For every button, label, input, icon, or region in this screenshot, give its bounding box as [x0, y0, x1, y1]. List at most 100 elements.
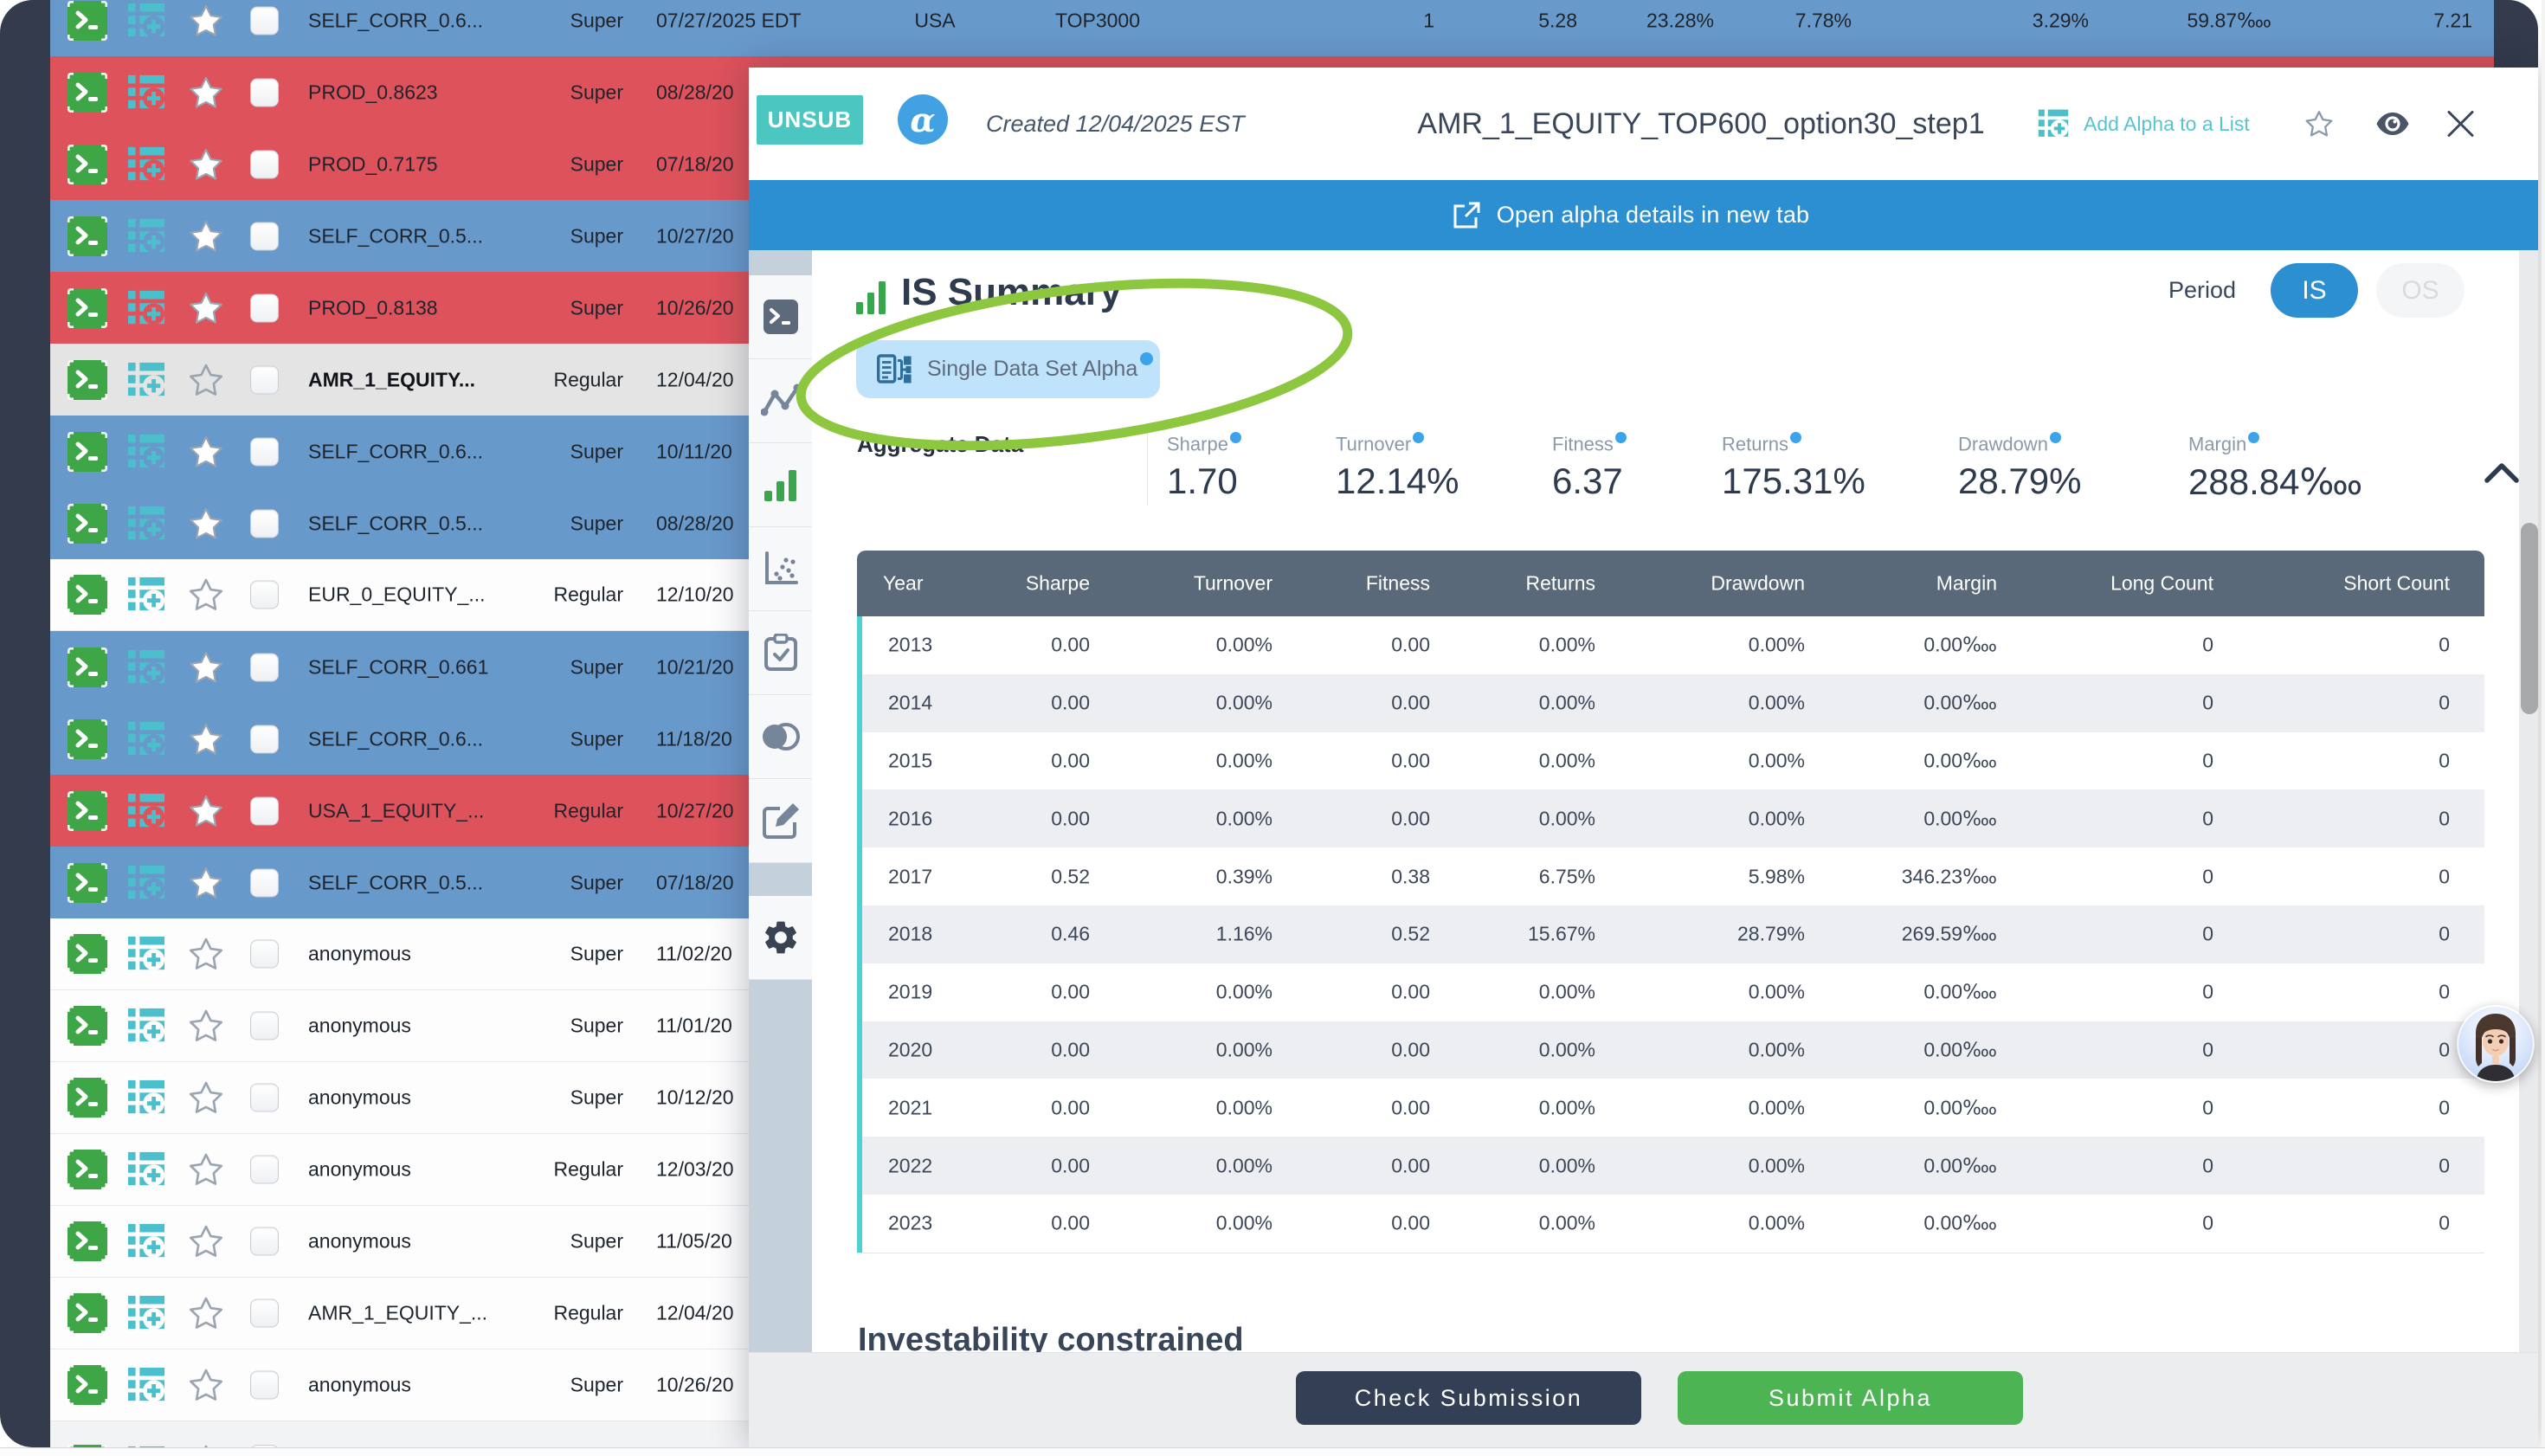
submit-alpha-button[interactable]: Submit Alpha [1678, 1371, 2023, 1425]
sidebar-item-performance[interactable] [749, 359, 812, 443]
add-to-list-icon[interactable] [127, 217, 165, 255]
run-terminal-icon[interactable] [68, 1293, 107, 1333]
star-icon[interactable] [189, 1009, 223, 1042]
assistant-avatar[interactable] [2457, 1005, 2535, 1083]
sidebar-item-settings[interactable] [749, 896, 812, 980]
star-icon[interactable] [189, 723, 223, 756]
run-terminal-icon[interactable] [68, 72, 107, 113]
row-checkbox[interactable] [250, 1298, 279, 1328]
sidebar-item-code[interactable] [749, 275, 812, 359]
add-to-list-icon[interactable] [127, 1079, 165, 1117]
alpha-row[interactable]: SELF_CORR_0.6... Super 07/27/2025 EDT US… [50, 0, 2494, 56]
year-table-row[interactable]: 2014 0.00 0.00% 0.00 0.00% 0.00% 0.00‱ 0… [857, 673, 2484, 732]
row-checkbox[interactable] [250, 580, 279, 609]
check-submission-button[interactable]: Check Submission [1296, 1371, 1641, 1425]
star-icon[interactable] [189, 435, 223, 468]
add-to-list-icon[interactable] [127, 1222, 165, 1260]
classification-chip[interactable]: Single Data Set Alpha [856, 340, 1160, 398]
sidebar-item-scatter[interactable] [749, 527, 812, 611]
run-terminal-icon[interactable] [68, 287, 107, 328]
star-icon[interactable] [189, 1081, 223, 1114]
row-checkbox[interactable] [250, 150, 279, 178]
add-to-list-icon[interactable] [127, 1366, 165, 1404]
year-table-row[interactable]: 2023 0.00 0.00% 0.00 0.00% 0.00% 0.00‱ 0… [857, 1194, 2484, 1253]
row-checkbox[interactable] [250, 78, 279, 106]
run-terminal-icon[interactable] [68, 503, 107, 544]
run-terminal-icon[interactable] [68, 0, 107, 41]
add-to-list-icon[interactable] [127, 433, 165, 471]
run-terminal-icon[interactable] [68, 144, 107, 184]
add-to-list-icon[interactable] [127, 864, 165, 902]
close-icon[interactable] [2447, 111, 2474, 138]
row-checkbox[interactable] [250, 222, 279, 250]
row-checkbox[interactable] [250, 939, 279, 969]
add-to-list-icon[interactable] [127, 1150, 165, 1189]
period-tab-os[interactable]: OS [2376, 263, 2464, 318]
row-checkbox[interactable] [250, 653, 279, 681]
add-alpha-to-list-button[interactable]: Add Alpha to a List [2038, 68, 2250, 180]
star-icon[interactable] [189, 76, 223, 109]
add-to-list-icon[interactable] [127, 792, 165, 830]
star-icon[interactable] [189, 364, 223, 396]
add-to-list-icon[interactable] [127, 361, 165, 399]
add-to-list-icon[interactable] [127, 2, 165, 40]
row-checkbox[interactable] [250, 437, 279, 466]
row-checkbox[interactable] [250, 868, 279, 897]
row-checkbox[interactable] [250, 293, 279, 322]
year-table-row[interactable]: 2015 0.00 0.00% 0.00 0.00% 0.00% 0.00‱ 0… [857, 731, 2484, 790]
modal-scrollbar-thumb[interactable] [2521, 523, 2538, 714]
open-details-banner[interactable]: Open alpha details in new tab [749, 180, 2538, 250]
star-icon[interactable] [189, 220, 223, 253]
row-checkbox[interactable] [250, 1370, 279, 1400]
run-terminal-icon[interactable] [68, 575, 107, 615]
run-terminal-icon[interactable] [68, 1150, 107, 1189]
row-checkbox[interactable] [250, 1227, 279, 1256]
run-terminal-icon[interactable] [68, 647, 107, 687]
run-terminal-icon[interactable] [68, 1221, 107, 1261]
modal-scrollbar-track[interactable] [2519, 250, 2538, 1447]
sidebar-item-compare[interactable] [749, 695, 812, 779]
year-table-row[interactable]: 2020 0.00 0.00% 0.00 0.00% 0.00% 0.00‱ 0… [857, 1021, 2484, 1079]
star-icon[interactable] [189, 937, 223, 970]
star-icon[interactable] [189, 1297, 223, 1330]
run-terminal-icon[interactable] [68, 718, 107, 759]
row-checkbox[interactable] [250, 1011, 279, 1040]
row-checkbox[interactable] [250, 796, 279, 825]
add-to-list-icon[interactable] [127, 648, 165, 686]
row-checkbox[interactable] [250, 1083, 279, 1112]
year-table-row[interactable]: 2019 0.00 0.00% 0.00 0.00% 0.00% 0.00‱ 0… [857, 963, 2484, 1021]
star-icon[interactable] [189, 1369, 223, 1401]
row-checkbox[interactable] [250, 725, 279, 753]
add-to-list-icon[interactable] [127, 935, 165, 973]
star-icon[interactable] [189, 292, 223, 325]
star-icon[interactable] [189, 795, 223, 828]
year-table-row[interactable]: 2021 0.00 0.00% 0.00 0.00% 0.00% 0.00‱ 0… [857, 1079, 2484, 1137]
run-terminal-icon[interactable] [68, 1078, 107, 1118]
run-terminal-icon[interactable] [68, 790, 107, 831]
run-terminal-icon[interactable] [68, 431, 107, 472]
sidebar-item-edit[interactable] [749, 779, 812, 863]
add-to-list-icon[interactable] [127, 145, 165, 184]
star-icon[interactable] [189, 148, 223, 181]
add-to-list-icon[interactable] [127, 576, 165, 614]
period-tab-is[interactable]: IS [2271, 263, 2358, 318]
run-terminal-icon[interactable] [68, 934, 107, 974]
add-to-list-icon[interactable] [127, 1007, 165, 1045]
run-terminal-icon[interactable] [68, 216, 107, 256]
run-terminal-icon[interactable] [68, 1365, 107, 1405]
add-to-list-icon[interactable] [127, 505, 165, 543]
year-table-row[interactable]: 2013 0.00 0.00% 0.00 0.00% 0.00% 0.00‱ 0… [857, 616, 2484, 674]
run-terminal-icon[interactable] [68, 1006, 107, 1046]
favorite-star-icon[interactable] [2304, 110, 2334, 139]
row-checkbox[interactable] [250, 365, 279, 394]
star-icon[interactable] [189, 507, 223, 540]
row-checkbox[interactable] [250, 1155, 279, 1184]
row-checkbox[interactable] [250, 509, 279, 538]
run-terminal-icon[interactable] [68, 359, 107, 400]
year-table-row[interactable]: 2018 0.46 1.16% 0.52 15.67% 28.79% 269.5… [857, 905, 2484, 963]
sidebar-item-summary-active[interactable] [749, 443, 812, 527]
star-icon[interactable] [189, 1153, 223, 1186]
add-to-list-icon[interactable] [127, 74, 165, 112]
star-icon[interactable] [189, 867, 223, 899]
star-icon[interactable] [189, 651, 223, 684]
